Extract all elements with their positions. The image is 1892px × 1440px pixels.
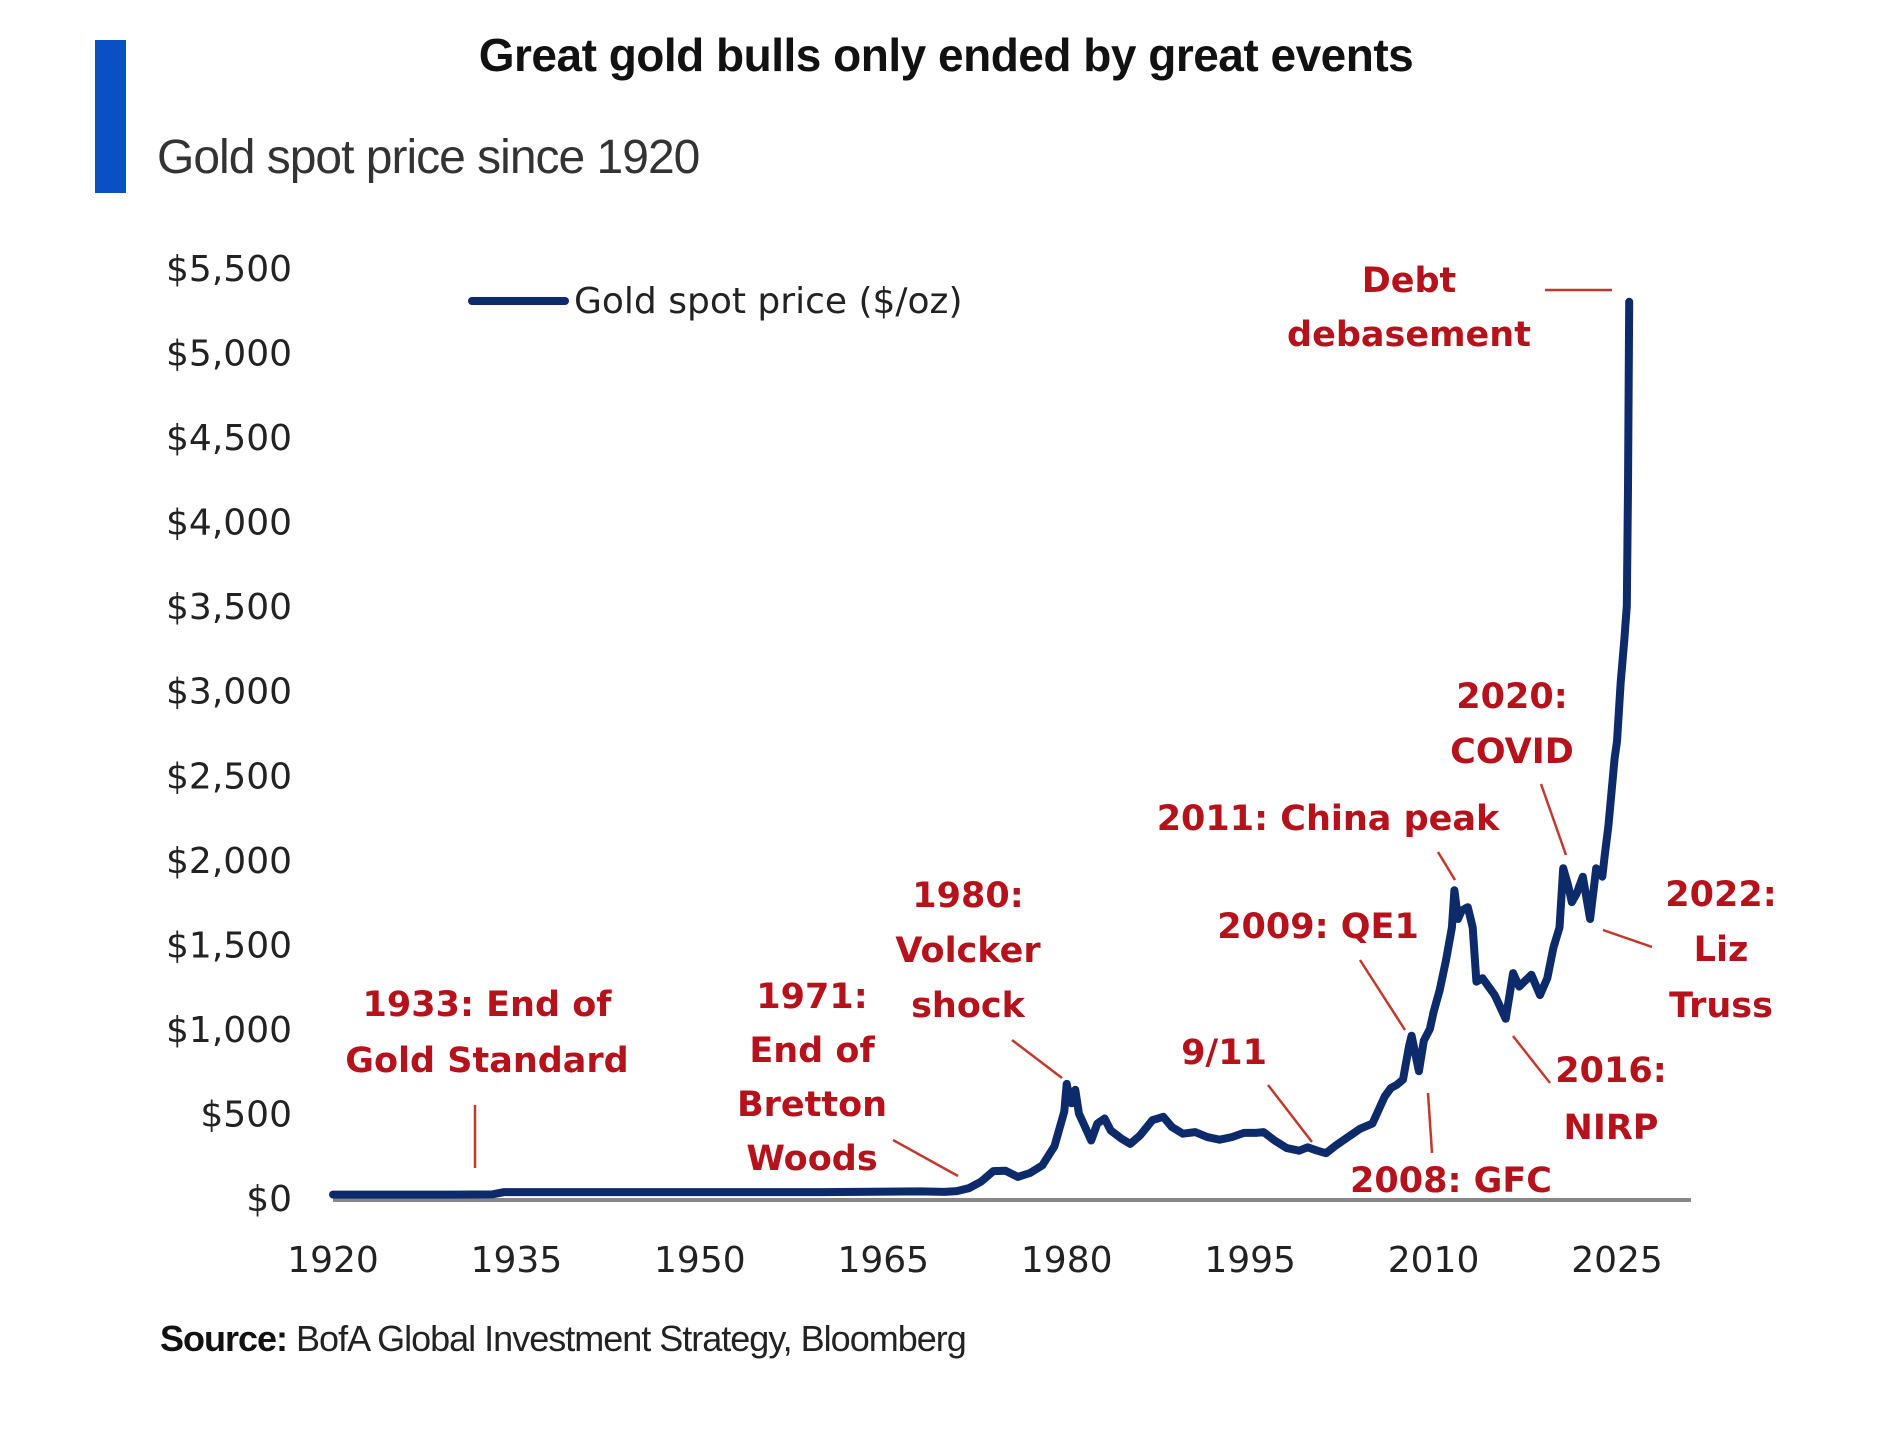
annotation-label: 2009: QE1 [1217, 907, 1419, 947]
x-tick-label: 1995 [1204, 1240, 1296, 1281]
annotation-label: Truss [1669, 986, 1773, 1026]
y-tick-label: $2,500 [166, 756, 292, 797]
x-axis-ticks: 1920 1935 1950 1965 1980 1995 2010 2025 [287, 1240, 1663, 1281]
accent-bar [95, 40, 126, 193]
series-line-gold-spot-price [329, 297, 1634, 1199]
annotation-label: COVID [1450, 732, 1574, 772]
x-tick-label: 1935 [471, 1240, 563, 1281]
annotation-leaders [473, 288, 1653, 1178]
y-axis-ticks: $0 $500 $1,000 $1,500 $2,000 $2,500 $3,000 $3,5… [166, 249, 292, 1220]
annotation-label: 2016: [1555, 1051, 1666, 1091]
y-tick-label: $0 [246, 1179, 292, 1220]
annotation-label: 2011: China peak [1157, 799, 1500, 839]
annotation-label: End of [749, 1031, 875, 1071]
annotation-label: Gold Standard [345, 1041, 628, 1081]
x-tick-label: 1920 [287, 1240, 379, 1281]
annotation-label: 1971: [756, 977, 867, 1017]
y-tick-label: $500 [200, 1094, 292, 1135]
annotation-label: Bretton [737, 1085, 887, 1125]
annotation-leader-line [1267, 1084, 1313, 1143]
annotation-label: 1933: End of [363, 985, 613, 1025]
annotation-leader-line [1426, 1092, 1434, 1154]
legend: Gold spot price ($/oz) [468, 281, 963, 322]
y-tick-label: $2,000 [166, 841, 292, 882]
chart-subtitle: Gold spot price since 1920 [157, 131, 700, 184]
source-text: BofA Global Investment Strategy, Bloombe… [287, 1318, 967, 1359]
x-tick-label: 1950 [654, 1240, 746, 1281]
annotation-leader-line [1512, 1035, 1551, 1084]
annotation-label: shock [911, 986, 1026, 1026]
annotation-leader-line [1358, 959, 1407, 1031]
annotations: 1933: End of Gold Standard 1971: End of Bret… [345, 261, 1776, 1201]
annotation-label: 2020: [1456, 677, 1567, 717]
annotation-label: 1980: [912, 876, 1023, 916]
x-tick-label: 2010 [1388, 1240, 1480, 1281]
chart-title: Great gold bulls only ended by great eve… [478, 29, 1414, 81]
x-tick-label: 1980 [1021, 1240, 1113, 1281]
annotation-leader-line [1602, 928, 1653, 949]
annotation-label: Liz [1694, 930, 1749, 970]
annotation-label: Volcker [895, 931, 1041, 971]
annotation-label: Debt [1362, 261, 1457, 301]
source-label: Source: [160, 1318, 288, 1359]
annotation-leader-line [1539, 783, 1568, 856]
legend-label: Gold spot price ($/oz) [574, 281, 963, 322]
y-tick-label: $3,500 [166, 587, 292, 628]
source-note: Source: BofA Global Investment Strategy,… [160, 1318, 967, 1360]
annotation-label: 9/11 [1181, 1033, 1267, 1073]
x-tick-label: 2025 [1571, 1240, 1663, 1281]
annotation-leader-line [892, 1138, 959, 1178]
y-tick-label: $3,000 [166, 672, 292, 713]
y-tick-label: $4,000 [166, 503, 292, 544]
annotation-label: debasement [1287, 315, 1531, 355]
x-tick-label: 1965 [837, 1240, 929, 1281]
annotation-leader-line [1436, 851, 1457, 881]
annotation-leader-line [1011, 1039, 1063, 1079]
y-tick-label: $1,000 [166, 1010, 292, 1051]
y-tick-label: $4,500 [166, 418, 292, 459]
y-tick-label: $1,500 [166, 925, 292, 966]
annotation-label: NIRP [1564, 1108, 1659, 1148]
annotation-label: 2008: GFC [1350, 1161, 1552, 1201]
annotation-label: 2022: [1665, 875, 1776, 915]
y-tick-label: $5,000 [166, 334, 292, 375]
annotation-label: Woods [746, 1139, 877, 1179]
y-tick-label: $5,500 [166, 249, 292, 290]
